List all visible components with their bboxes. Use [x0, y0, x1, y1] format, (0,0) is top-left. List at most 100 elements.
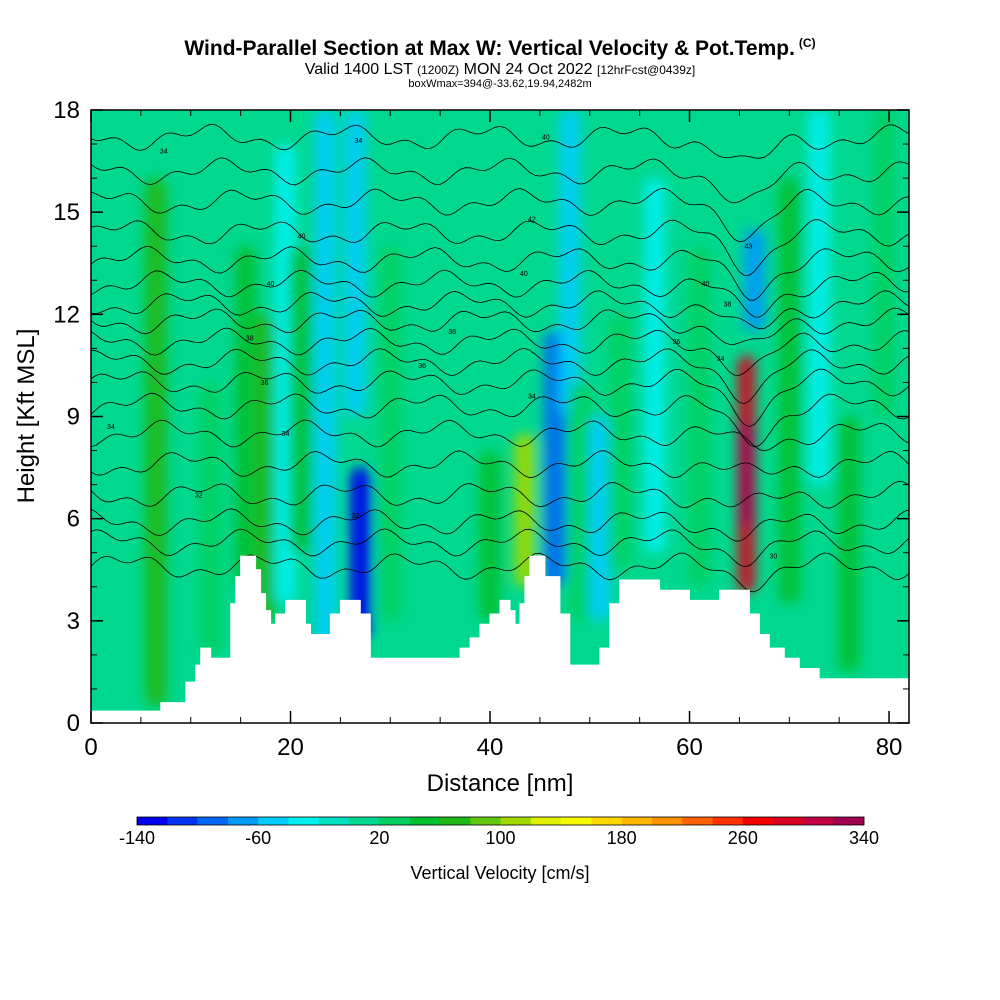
velocity-core-19 [740, 423, 753, 526]
contour-label-6: 40 [520, 271, 528, 278]
contour-label-10: 38 [724, 302, 732, 309]
y-tick-label-6: 18 [53, 97, 80, 124]
theta-contour-10 [91, 307, 909, 345]
x-tick-label-1: 20 [277, 734, 304, 761]
theta-contour-6 [91, 392, 909, 448]
contour-label-21: 30 [769, 554, 777, 561]
colorbar-label-2: 20 [369, 828, 389, 848]
contour-label-18: 32 [195, 492, 203, 499]
colorbar-swatch-11 [470, 817, 501, 825]
y-tick-label-1: 3 [67, 608, 80, 635]
colorbar-swatch-20 [742, 817, 774, 825]
contour-label-11: 36 [673, 339, 681, 346]
theta-contour-15 [91, 188, 909, 243]
velocity-cell-5 [289, 246, 312, 553]
velocity-cell-3 [254, 314, 277, 621]
theta-contour-11 [91, 290, 909, 330]
colorbar-label-6: 340 [849, 828, 879, 848]
colorbar: -140 -60 20 100 180 260 340 [119, 816, 879, 848]
colorbar-swatch-1 [167, 817, 198, 825]
colorbar-swatch-18 [682, 817, 713, 825]
y-tick-label-3: 9 [67, 404, 80, 431]
theta-contour-0 [91, 552, 909, 593]
x-tick-label-4: 80 [876, 734, 903, 761]
contour-label-8: 38 [246, 336, 254, 343]
velocity-cell-15 [588, 416, 611, 621]
colorbar-title: Vertical Velocity [cm/s] [410, 863, 590, 883]
theta-contour-2 [91, 508, 909, 542]
chart-subtitle: Valid 1400 LST (1200Z) MON 24 Oct 2022 [… [304, 61, 696, 78]
velocity-cell-13 [558, 110, 581, 417]
colorbar-label-0: -140 [119, 828, 155, 848]
colorbar-swatch-4 [258, 817, 289, 825]
colorbar-frame [136, 816, 865, 826]
colorbar-swatch-16 [621, 817, 653, 825]
contour-label-12: 36 [261, 380, 269, 387]
copyright-mark: (C) [798, 36, 816, 50]
theta-contours [91, 123, 909, 593]
terrain [91, 555, 909, 723]
velocity-cell-10 [479, 450, 502, 621]
velocity-cell-2 [234, 246, 257, 587]
contour-label-19: 32 [351, 513, 359, 520]
velocity-cell-1 [199, 382, 222, 655]
plot-area: 34 34 40 40 42 40 40 40 38 38 38 36 36 36 34 34 34 34 32 32… [91, 110, 909, 723]
theta-contour-4 [91, 450, 909, 479]
theta-contour-9 [91, 327, 909, 376]
colorbar-swatch-6 [318, 817, 350, 825]
colorbar-swatch-5 [288, 817, 320, 825]
theta-contour-12 [91, 269, 909, 318]
colorbar-swatch-9 [409, 817, 441, 825]
y-axis-title: Height [Kft MSL] [13, 329, 40, 504]
contour-label-9: 38 [448, 329, 456, 336]
contour-label-13: 36 [418, 363, 426, 370]
contour-label-16: 34 [282, 431, 290, 438]
x-tick-label-0: 0 [84, 734, 97, 761]
colorbar-swatch-19 [712, 817, 744, 825]
chart-subtitle-box: boxWmax=394@-33.62,19.94,2482m [408, 78, 592, 90]
colorbar-swatch-10 [439, 817, 471, 825]
contour-label-2: 40 [542, 135, 550, 142]
x-axis-title: Distance [nm] [427, 770, 574, 797]
colorbar-swatch-21 [773, 817, 804, 825]
velocity-cell-23 [838, 416, 861, 672]
colorbar-label-4: 180 [607, 828, 637, 848]
velocity-cell-18 [688, 246, 711, 587]
contour-label-7: 40 [702, 281, 710, 288]
colorbar-label-3: 100 [485, 828, 515, 848]
velocity-cell-16 [608, 314, 631, 570]
colorbar-swatch-8 [379, 817, 410, 825]
velocity-cell-6 [314, 110, 337, 655]
contour-labels: 34 34 40 40 42 40 40 40 38 38 38 36 36 36 34 34 34 34 32 32… [107, 135, 777, 561]
theta-contour-13 [91, 245, 909, 301]
velocity-cell-22 [808, 110, 831, 485]
contour-label-3: 40 [298, 234, 306, 241]
x-tick-label-3: 60 [676, 734, 703, 761]
contour-label-14: 34 [717, 356, 725, 363]
velocity-cell-20 [743, 229, 766, 332]
contour-label-4: 42 [528, 216, 536, 223]
colorbar-label-5: 260 [728, 828, 758, 848]
colorbar-swatch-15 [591, 817, 622, 825]
colorbar-swatch-14 [561, 817, 592, 825]
theta-contour-16 [91, 157, 909, 204]
velocity-cell-7 [349, 467, 372, 638]
colorbar-swatch-12 [500, 817, 532, 825]
contour-label-0: 34 [160, 148, 168, 155]
colorbar-swatch-23 [833, 817, 865, 825]
y-tick-label-4: 12 [53, 301, 80, 328]
y-tick-label-5: 15 [53, 199, 80, 226]
y-tick-label-0: 0 [67, 710, 80, 737]
y-tick-label-2: 6 [67, 506, 80, 533]
contour-label-5: 40 [267, 281, 275, 288]
x-tick-label-2: 40 [477, 734, 504, 761]
colorbar-swatch-0 [137, 817, 168, 825]
colorbar-swatch-2 [197, 817, 229, 825]
theta-contour-3 [91, 480, 909, 509]
velocity-cell-0 [144, 178, 167, 706]
colorbar-swatch-17 [651, 817, 683, 825]
colorbar-swatch-7 [349, 817, 380, 825]
velocity-field [144, 110, 896, 706]
theta-contour-7 [91, 368, 909, 428]
